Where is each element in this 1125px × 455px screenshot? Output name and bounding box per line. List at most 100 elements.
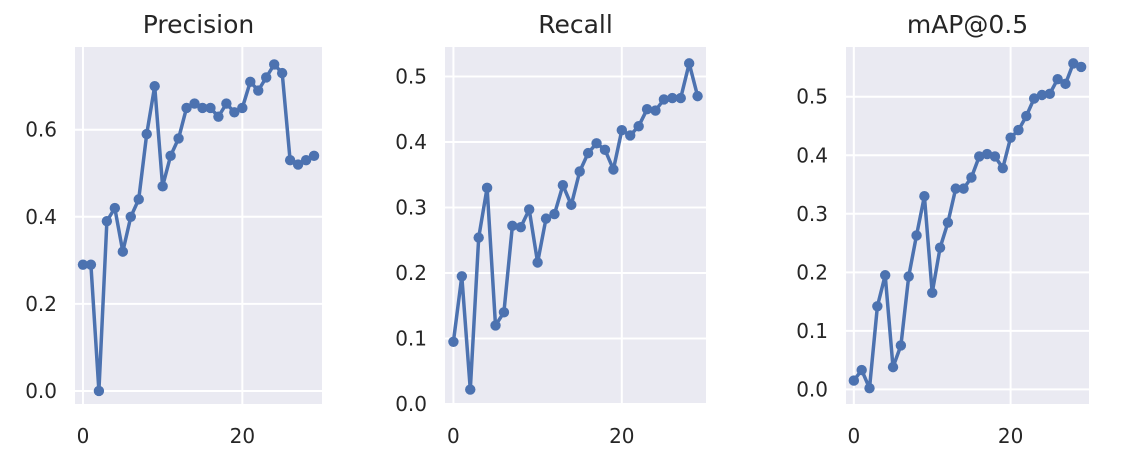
chart-panel-2: 0 20 0.0 0.1 0.2 0.3 0.4 0.5 Recall	[395, 10, 706, 448]
data-point	[117, 246, 129, 257]
data-point	[149, 80, 160, 92]
data-point	[165, 150, 176, 162]
data-point	[1021, 110, 1032, 122]
data-point	[1068, 58, 1079, 69]
data-point	[934, 242, 946, 253]
x-tick-label: 20	[998, 424, 1023, 448]
y-tick-label: 0.3	[796, 202, 828, 226]
data-point	[895, 340, 907, 351]
data-point	[903, 271, 914, 282]
data-point	[591, 138, 602, 149]
data-point	[950, 183, 961, 194]
data-point	[213, 111, 224, 122]
y-tick-label: 0.2	[395, 261, 427, 285]
data-point	[1005, 132, 1016, 143]
data-point	[101, 215, 113, 227]
data-point	[958, 183, 969, 194]
data-point	[650, 105, 661, 116]
x-tick-label: 0	[77, 424, 90, 448]
data-point	[93, 385, 105, 397]
data-point	[848, 375, 860, 386]
data-point	[1044, 88, 1056, 100]
data-point	[261, 72, 272, 83]
data-point	[268, 59, 280, 70]
y-tick-label: 0.5	[796, 85, 828, 109]
data-point	[989, 151, 1001, 162]
data-point	[125, 211, 136, 222]
chart-panel-3: 0 20 0.0 0.1 0.2 0.3 0.4 0.5 mAP@0.5	[796, 10, 1089, 448]
y-tick-label: 0.5	[395, 64, 427, 88]
data-point	[173, 133, 184, 144]
data-point	[641, 104, 653, 115]
x-tick-label: 0	[447, 424, 460, 448]
data-point	[1036, 89, 1048, 101]
data-point	[879, 270, 891, 281]
y-tick-label: 0.1	[395, 326, 427, 350]
data-point	[253, 85, 264, 96]
chart-title: Precision	[143, 10, 255, 39]
chart-title: mAP@0.5	[907, 10, 1028, 39]
data-point	[574, 166, 585, 177]
y-tick-label: 0.3	[395, 195, 427, 219]
data-point	[856, 364, 867, 376]
chart-panel-1: 0 20 0.0 0.2 0.4 0.6 Precision	[25, 10, 322, 448]
data-point	[141, 128, 152, 140]
data-point	[667, 92, 678, 104]
data-point	[540, 213, 552, 224]
y-tick-label: 0.1	[796, 319, 828, 343]
data-point	[1075, 61, 1087, 73]
data-point	[633, 121, 644, 132]
plot-area	[846, 47, 1089, 404]
data-point	[566, 199, 577, 211]
data-point	[675, 92, 686, 104]
data-point	[523, 204, 535, 215]
data-point	[974, 151, 985, 162]
y-tick-label: 0.0	[796, 377, 828, 401]
data-point	[181, 102, 192, 114]
data-point	[557, 180, 569, 191]
data-point	[616, 124, 628, 136]
data-point	[515, 221, 526, 233]
data-point	[887, 361, 899, 373]
data-point	[966, 172, 977, 183]
data-point	[133, 194, 144, 205]
y-tick-label: 0.2	[796, 260, 828, 284]
data-point	[927, 287, 938, 299]
y-tick-label: 0.6	[25, 118, 57, 142]
y-tick-label: 0.4	[796, 143, 828, 167]
data-point	[197, 102, 208, 114]
data-point	[284, 154, 296, 166]
data-point	[532, 257, 543, 268]
data-point	[189, 98, 200, 109]
data-point	[456, 271, 468, 282]
data-point	[85, 259, 97, 270]
data-point	[77, 259, 89, 270]
data-point	[308, 150, 320, 162]
data-point	[300, 154, 312, 166]
data-point	[864, 382, 875, 394]
data-point	[507, 220, 518, 232]
data-point	[942, 217, 954, 228]
data-point	[549, 208, 560, 220]
x-tick-label: 20	[609, 424, 634, 448]
data-point	[599, 144, 611, 156]
data-point	[481, 182, 493, 194]
data-point	[692, 90, 703, 102]
y-tick-label: 0.2	[25, 292, 57, 316]
data-point	[1028, 93, 1040, 104]
data-point	[221, 98, 232, 109]
data-point	[205, 102, 216, 114]
data-point	[625, 130, 636, 141]
data-point	[292, 159, 304, 170]
x-tick-label: 0	[847, 424, 860, 448]
y-tick-label: 0.4	[395, 130, 427, 154]
data-point	[658, 94, 670, 105]
data-point	[1013, 124, 1024, 136]
data-point	[911, 230, 922, 241]
data-point	[608, 164, 619, 175]
data-point	[448, 336, 459, 347]
data-point	[872, 301, 883, 312]
data-point	[229, 107, 240, 118]
x-tick-label: 20	[230, 424, 255, 448]
